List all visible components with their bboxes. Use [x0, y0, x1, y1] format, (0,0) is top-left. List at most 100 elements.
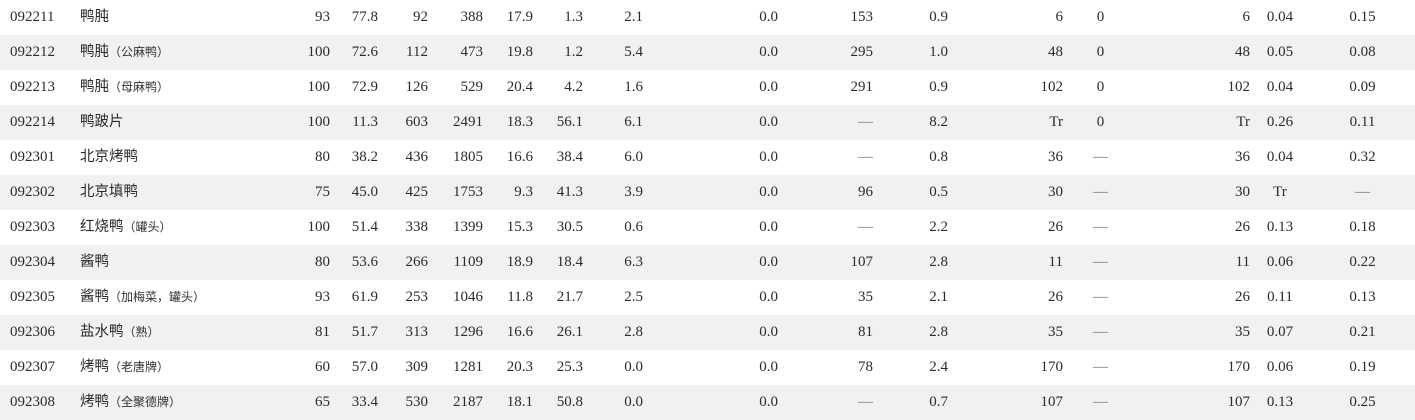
food-name: 烤鸭（全聚德牌）	[80, 385, 280, 420]
cholesterol: 78	[858, 359, 873, 375]
edible-portion: 100	[307, 114, 331, 130]
water: 51.7	[351, 324, 378, 340]
protein: 19.8	[506, 44, 533, 60]
retinol: 107	[1227, 394, 1251, 410]
ash: 0.9	[929, 79, 948, 95]
food-code: 092305	[10, 289, 55, 305]
energy-kcal: 112	[406, 44, 428, 60]
energy-kcal: 309	[405, 359, 429, 375]
table-row: 092211 鸭肫 93 77.8 92 388 17.9 1.3 2.1 0.…	[0, 0, 1415, 35]
vitamin-a-total: 35	[1048, 324, 1063, 340]
retinol: 170	[1227, 359, 1251, 375]
protein: 20.4	[506, 79, 533, 95]
protein: 18.9	[506, 254, 533, 270]
carbohydrate: 6.0	[624, 149, 643, 165]
energy-kj: 473	[460, 44, 484, 60]
food-name: 烤鸭（老唐牌）	[80, 350, 280, 385]
edible-portion: 65	[315, 394, 330, 410]
dietary-fiber: 0.0	[759, 219, 778, 235]
energy-kj: 1109	[453, 254, 483, 270]
energy-kcal: 126	[405, 79, 429, 95]
carotene: —	[1093, 219, 1108, 235]
energy-kj: 1753	[453, 184, 483, 200]
food-name-note: （罐头）	[123, 220, 172, 234]
food-name-text: 酱鸭	[80, 254, 109, 270]
retinol: 36	[1235, 149, 1250, 165]
table-row: 092308 烤鸭（全聚德牌） 65 33.4 530 2187 18.1 50…	[0, 385, 1415, 420]
edible-portion: 80	[315, 149, 330, 165]
cholesterol: —	[858, 114, 873, 130]
food-name: 鸭肫	[80, 0, 280, 35]
riboflavin: 0.13	[1349, 289, 1376, 305]
carotene: —	[1093, 324, 1108, 340]
carotene: 0	[1096, 114, 1105, 130]
edible-portion: 100	[307, 79, 331, 95]
dietary-fiber: 0.0	[759, 44, 778, 60]
dietary-fiber: 0.0	[759, 324, 778, 340]
protein: 9.3	[514, 184, 533, 200]
protein: 16.6	[506, 324, 533, 340]
carotene: —	[1093, 289, 1108, 305]
protein: 18.1	[506, 394, 533, 410]
retinol: 35	[1235, 324, 1250, 340]
energy-kj: 388	[460, 9, 484, 25]
edible-portion: 93	[315, 289, 330, 305]
carotene: —	[1093, 149, 1108, 165]
dietary-fiber: 0.0	[759, 149, 778, 165]
table-row: 092306 盐水鸭（熟） 81 51.7 313 1296 16.6 26.1…	[0, 315, 1415, 350]
energy-kj: 1805	[453, 149, 483, 165]
riboflavin: 0.18	[1349, 219, 1376, 235]
fat: 25.3	[556, 359, 583, 375]
edible-portion: 93	[315, 9, 330, 25]
food-name-text: 鸭跛片	[80, 114, 124, 130]
fat: 18.4	[556, 254, 583, 270]
edible-portion: 81	[315, 324, 330, 340]
cholesterol: 295	[850, 44, 874, 60]
thiamin: 0.13	[1266, 394, 1294, 410]
fat: 56.1	[556, 114, 583, 130]
ash: 0.7	[929, 394, 948, 410]
food-name-text: 红烧鸭	[80, 219, 124, 235]
ash: 2.1	[929, 289, 948, 305]
riboflavin: 0.15	[1349, 9, 1376, 25]
ash: 0.9	[929, 9, 948, 25]
thiamin: 0.26	[1266, 114, 1294, 130]
energy-kcal: 436	[405, 149, 429, 165]
carotene: —	[1093, 359, 1108, 375]
food-code: 092301	[10, 149, 55, 165]
vitamin-a-total: 30	[1048, 184, 1063, 200]
carbohydrate: 2.5	[624, 289, 643, 305]
energy-kj: 2491	[453, 114, 483, 130]
food-name-text: 鸭肫	[80, 79, 109, 95]
retinol: 26	[1235, 289, 1250, 305]
water: 72.6	[351, 44, 378, 60]
food-name-text: 北京填鸭	[80, 184, 138, 200]
table-row: 092304 酱鸭 80 53.6 266 1109 18.9 18.4 6.3…	[0, 245, 1415, 280]
thiamin: 0.05	[1266, 44, 1294, 60]
riboflavin: 0.09	[1349, 79, 1376, 95]
water: 33.4	[351, 394, 378, 410]
fat: 41.3	[556, 184, 583, 200]
table-row: 092302 北京填鸭 75 45.0 425 1753 9.3 41.3 3.…	[0, 175, 1415, 210]
table-row: 092212 鸭肫（公麻鸭） 100 72.6 112 473 19.8 1.2…	[0, 35, 1415, 70]
carbohydrate: 0.6	[624, 219, 643, 235]
dietary-fiber: 0.0	[759, 254, 778, 270]
retinol: 26	[1235, 219, 1250, 235]
water: 53.6	[351, 254, 378, 270]
food-name: 酱鸭	[80, 245, 280, 280]
vitamin-a-total: Tr	[1049, 114, 1063, 130]
protein: 15.3	[506, 219, 533, 235]
carotene: 0	[1096, 44, 1105, 60]
water: 38.2	[351, 149, 378, 165]
retinol: 6	[1242, 9, 1251, 25]
vitamin-a-total: 170	[1040, 359, 1064, 375]
food-name: 鸭肫（公麻鸭）	[80, 35, 280, 70]
food-code: 092306	[10, 324, 55, 340]
cholesterol: 153	[850, 9, 874, 25]
food-name-text: 北京烤鸭	[80, 149, 138, 165]
dietary-fiber: 0.0	[759, 289, 778, 305]
vitamin-a-total: 11	[1048, 254, 1063, 270]
thiamin: 0.04	[1266, 9, 1294, 25]
cholesterol: 35	[858, 289, 873, 305]
